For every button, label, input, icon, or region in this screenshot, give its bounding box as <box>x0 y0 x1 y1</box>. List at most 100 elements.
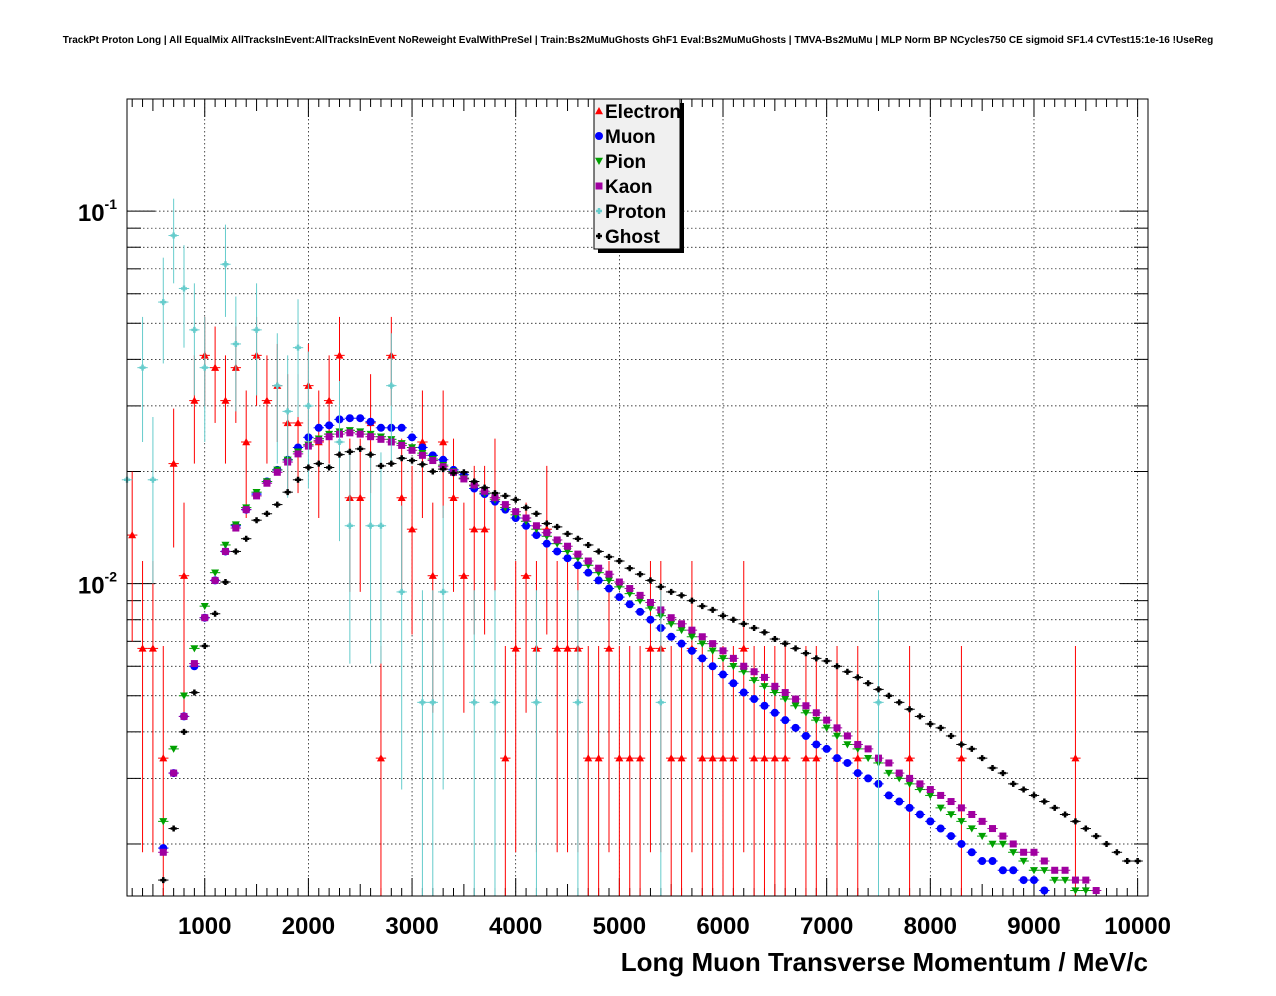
data-point <box>760 673 768 681</box>
data-point <box>698 640 707 648</box>
data-point <box>823 657 830 664</box>
data-point <box>615 578 623 586</box>
data-point <box>190 645 199 653</box>
legend: Electron Muon Pion Kaon Proton Ghost <box>593 98 684 253</box>
data-point <box>295 476 302 483</box>
data-point <box>947 811 956 819</box>
data-point <box>729 679 738 688</box>
x-axis-label: Long Muon Transverse Momentum / MeV/c <box>621 947 1148 977</box>
data-point <box>594 576 603 585</box>
y-tick-base: 10 <box>78 200 105 227</box>
data-point <box>376 423 385 432</box>
data-point <box>709 640 717 648</box>
data-point <box>750 695 759 704</box>
data-point <box>284 489 291 496</box>
data-point <box>708 662 717 671</box>
data-point <box>429 468 436 475</box>
data-point <box>833 754 842 763</box>
data-point <box>491 494 499 502</box>
data-point <box>812 716 821 725</box>
data-point <box>730 616 737 623</box>
data-point <box>138 644 147 652</box>
series-kaon <box>158 429 1102 895</box>
data-point <box>357 445 364 452</box>
data-point <box>160 877 167 884</box>
data-point <box>522 571 531 579</box>
data-point <box>626 585 634 593</box>
data-point <box>274 501 281 508</box>
data-point <box>419 461 426 468</box>
data-point <box>1050 876 1059 885</box>
data-point <box>553 536 561 544</box>
data-point <box>191 689 198 696</box>
data-point <box>854 740 862 748</box>
data-point <box>585 541 592 548</box>
legend-item-electron: Electron <box>595 102 681 123</box>
data-point <box>180 712 188 720</box>
data-point <box>843 732 851 740</box>
data-point <box>698 654 707 663</box>
data-point <box>1009 849 1018 857</box>
data-point <box>667 620 676 628</box>
data-point <box>191 326 198 333</box>
data-point <box>1030 848 1038 856</box>
data-point <box>149 476 156 483</box>
data-point <box>190 396 199 404</box>
data-point <box>989 825 997 833</box>
data-point <box>439 455 448 464</box>
data-point <box>667 632 676 641</box>
data-point <box>885 692 892 699</box>
legend-item-pion: Pion <box>595 152 646 173</box>
data-point <box>595 132 603 140</box>
data-point <box>905 754 914 762</box>
x-tick-label: 1000 <box>178 913 231 940</box>
data-point <box>418 451 426 459</box>
data-point <box>770 754 779 762</box>
data-point <box>242 437 251 446</box>
data-point <box>221 547 229 555</box>
data-point <box>366 417 375 426</box>
data-point <box>1113 849 1120 856</box>
y-tick-label: 10-2 <box>78 569 117 600</box>
data-point <box>646 615 655 624</box>
data-point <box>574 535 581 542</box>
data-point <box>367 522 374 529</box>
data-point <box>1020 848 1028 856</box>
data-point <box>563 548 572 556</box>
data-point <box>346 522 353 529</box>
data-point <box>750 677 759 685</box>
data-point <box>605 570 613 578</box>
data-point <box>999 770 1006 777</box>
data-point <box>460 469 467 476</box>
data-point <box>833 732 842 740</box>
data-point <box>262 396 271 404</box>
data-point <box>584 568 593 577</box>
data-point <box>709 606 716 613</box>
data-point <box>243 535 250 542</box>
data-point <box>637 571 644 578</box>
data-point <box>181 285 188 292</box>
data-point <box>1029 867 1038 875</box>
data-point <box>1010 780 1017 787</box>
data-point <box>1093 833 1100 840</box>
data-point <box>604 577 613 585</box>
legend-item-ghost: Ghost <box>596 227 661 248</box>
data-point <box>595 182 603 190</box>
data-point <box>398 455 405 462</box>
data-point <box>781 754 790 762</box>
data-point <box>295 344 302 351</box>
data-point <box>408 446 416 454</box>
data-point <box>781 716 790 725</box>
data-point <box>604 584 613 593</box>
data-point <box>1134 858 1141 865</box>
data-point <box>201 643 208 650</box>
data-point <box>523 504 530 511</box>
data-point <box>761 629 768 636</box>
data-point <box>844 668 851 675</box>
data-point <box>646 604 655 613</box>
data-point <box>1103 840 1110 847</box>
data-point <box>968 810 976 818</box>
data-point <box>895 797 904 806</box>
data-point <box>978 832 987 841</box>
x-tick-label: 7000 <box>800 913 853 940</box>
